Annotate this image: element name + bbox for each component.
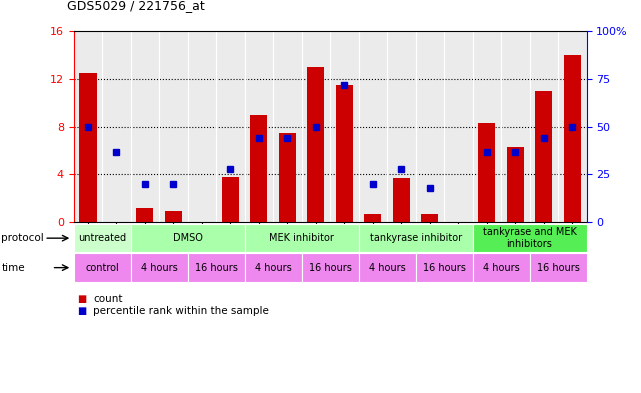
Text: percentile rank within the sample: percentile rank within the sample: [93, 306, 269, 316]
Text: 4 hours: 4 hours: [369, 263, 406, 273]
Bar: [165, 211, 182, 222]
Bar: [74, 253, 131, 282]
Text: tankyrase and MEK
inhibitors: tankyrase and MEK inhibitors: [483, 228, 576, 249]
Bar: [415, 253, 472, 282]
Bar: [302, 31, 330, 222]
Bar: [131, 253, 188, 282]
Bar: [279, 133, 296, 222]
Bar: [330, 31, 358, 222]
Bar: [364, 214, 381, 222]
Bar: [336, 85, 353, 222]
Bar: [358, 253, 415, 282]
Bar: [131, 224, 245, 252]
Bar: [222, 177, 239, 222]
Text: 16 hours: 16 hours: [195, 263, 238, 273]
Text: MEK inhibitor: MEK inhibitor: [269, 233, 334, 243]
Bar: [444, 31, 472, 222]
Bar: [188, 31, 216, 222]
Bar: [131, 31, 159, 222]
Bar: [159, 31, 188, 222]
Text: control: control: [85, 263, 119, 273]
Bar: [307, 67, 324, 222]
Text: DMSO: DMSO: [172, 233, 203, 243]
Bar: [358, 31, 387, 222]
Bar: [137, 208, 153, 222]
Bar: [472, 31, 501, 222]
Bar: [478, 123, 495, 222]
Bar: [529, 253, 587, 282]
Text: tankyrase inhibitor: tankyrase inhibitor: [369, 233, 462, 243]
Bar: [245, 31, 273, 222]
Bar: [507, 147, 524, 222]
Bar: [245, 224, 358, 252]
Bar: [216, 31, 245, 222]
Text: time: time: [1, 263, 25, 273]
Text: ■: ■: [77, 294, 86, 304]
Bar: [273, 31, 302, 222]
Text: protocol: protocol: [1, 233, 44, 243]
Text: GDS5029 / 221756_at: GDS5029 / 221756_at: [67, 0, 205, 12]
Bar: [563, 55, 581, 222]
Text: ■: ■: [77, 306, 86, 316]
Text: 4 hours: 4 hours: [254, 263, 292, 273]
Bar: [393, 178, 410, 222]
Text: count: count: [93, 294, 122, 304]
Bar: [558, 31, 587, 222]
Text: 16 hours: 16 hours: [309, 263, 351, 273]
Bar: [79, 73, 97, 222]
Bar: [387, 31, 415, 222]
Bar: [245, 253, 302, 282]
Bar: [415, 31, 444, 222]
Bar: [188, 253, 245, 282]
Text: 4 hours: 4 hours: [141, 263, 178, 273]
Bar: [535, 91, 553, 222]
Bar: [302, 253, 358, 282]
Bar: [421, 214, 438, 222]
Bar: [102, 31, 131, 222]
Bar: [472, 224, 587, 252]
Bar: [74, 31, 102, 222]
Bar: [529, 31, 558, 222]
Text: 16 hours: 16 hours: [537, 263, 579, 273]
Text: untreated: untreated: [78, 233, 126, 243]
Text: 4 hours: 4 hours: [483, 263, 519, 273]
Bar: [74, 224, 131, 252]
Bar: [358, 224, 472, 252]
Bar: [472, 253, 529, 282]
Text: 16 hours: 16 hours: [422, 263, 465, 273]
Bar: [501, 31, 529, 222]
Bar: [251, 115, 267, 222]
